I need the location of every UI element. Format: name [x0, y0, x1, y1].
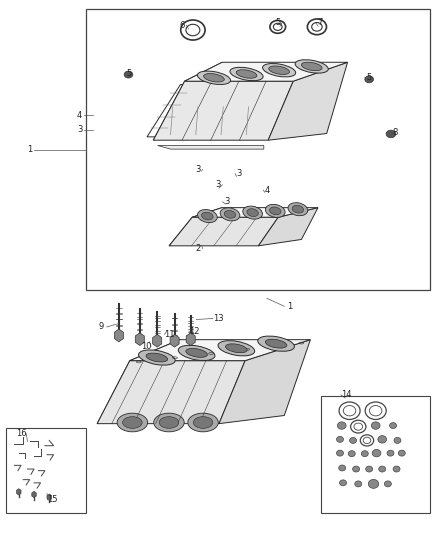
Text: 4: 4: [77, 111, 82, 120]
Text: 11: 11: [165, 330, 175, 339]
Text: 8: 8: [392, 128, 398, 138]
Polygon shape: [169, 217, 278, 246]
Ellipse shape: [398, 450, 405, 456]
Ellipse shape: [236, 70, 257, 78]
Text: 2: 2: [195, 244, 201, 253]
Ellipse shape: [178, 345, 215, 360]
Polygon shape: [258, 208, 318, 246]
Ellipse shape: [146, 353, 168, 362]
Text: 10: 10: [141, 342, 151, 351]
Ellipse shape: [154, 413, 184, 432]
Ellipse shape: [350, 438, 357, 443]
Ellipse shape: [365, 76, 374, 83]
Polygon shape: [97, 361, 245, 424]
Ellipse shape: [372, 449, 381, 457]
Ellipse shape: [123, 417, 142, 429]
Text: 15: 15: [47, 495, 58, 504]
Ellipse shape: [198, 71, 230, 84]
Ellipse shape: [385, 481, 391, 487]
Ellipse shape: [390, 423, 396, 429]
Text: 13: 13: [213, 314, 223, 323]
Text: 3: 3: [77, 125, 82, 134]
Polygon shape: [169, 208, 222, 246]
Ellipse shape: [159, 417, 179, 429]
Ellipse shape: [361, 451, 368, 457]
Bar: [6, 428, 86, 513]
Ellipse shape: [355, 481, 362, 487]
Ellipse shape: [379, 466, 386, 472]
Ellipse shape: [247, 209, 258, 216]
Ellipse shape: [366, 466, 373, 472]
Text: 5: 5: [126, 69, 131, 78]
Ellipse shape: [188, 413, 218, 432]
Text: 7: 7: [317, 18, 323, 27]
Ellipse shape: [230, 67, 263, 80]
Text: 5: 5: [367, 72, 372, 82]
Text: 5: 5: [275, 18, 280, 27]
Bar: [86, 10, 430, 290]
Ellipse shape: [292, 205, 304, 213]
Ellipse shape: [336, 437, 343, 442]
Polygon shape: [153, 81, 293, 140]
Ellipse shape: [262, 63, 296, 77]
Polygon shape: [130, 340, 311, 361]
Ellipse shape: [337, 422, 346, 429]
Text: 3: 3: [224, 197, 230, 206]
Ellipse shape: [386, 130, 396, 138]
Ellipse shape: [371, 422, 380, 429]
Ellipse shape: [117, 413, 148, 432]
Text: 9: 9: [99, 322, 104, 332]
Ellipse shape: [393, 466, 400, 472]
Ellipse shape: [339, 480, 346, 486]
Ellipse shape: [336, 450, 343, 456]
Polygon shape: [192, 208, 318, 217]
Ellipse shape: [288, 203, 308, 216]
Ellipse shape: [258, 336, 294, 351]
Polygon shape: [268, 62, 348, 140]
Text: 3: 3: [195, 165, 201, 174]
Text: 3: 3: [215, 180, 221, 189]
Ellipse shape: [220, 208, 240, 221]
Polygon shape: [153, 62, 222, 140]
Ellipse shape: [301, 62, 322, 71]
Ellipse shape: [218, 341, 254, 356]
Text: 1: 1: [27, 146, 32, 155]
Polygon shape: [219, 340, 311, 424]
Text: 3: 3: [237, 169, 242, 178]
Text: 4: 4: [265, 185, 270, 195]
Ellipse shape: [353, 466, 360, 472]
Ellipse shape: [378, 435, 387, 443]
Ellipse shape: [265, 339, 287, 348]
Text: 1: 1: [287, 302, 292, 311]
Ellipse shape: [198, 209, 217, 223]
Ellipse shape: [124, 71, 133, 78]
Ellipse shape: [394, 438, 401, 443]
Text: 6: 6: [179, 21, 185, 30]
Ellipse shape: [387, 450, 394, 456]
Ellipse shape: [269, 66, 290, 75]
Ellipse shape: [138, 350, 175, 365]
Ellipse shape: [295, 60, 328, 73]
Ellipse shape: [269, 207, 281, 215]
Polygon shape: [158, 146, 264, 149]
Ellipse shape: [243, 206, 262, 219]
Ellipse shape: [201, 212, 213, 220]
Ellipse shape: [224, 211, 236, 218]
Ellipse shape: [339, 465, 346, 471]
Text: 16: 16: [16, 429, 26, 438]
Ellipse shape: [204, 74, 224, 82]
Ellipse shape: [186, 349, 207, 357]
Text: 12: 12: [189, 327, 199, 336]
Text: 14: 14: [341, 390, 351, 399]
Ellipse shape: [193, 417, 213, 429]
Ellipse shape: [265, 204, 285, 217]
Polygon shape: [97, 340, 180, 424]
Ellipse shape: [226, 344, 247, 353]
Polygon shape: [185, 62, 348, 81]
Ellipse shape: [368, 480, 379, 488]
Bar: [321, 397, 430, 513]
Ellipse shape: [348, 451, 355, 457]
